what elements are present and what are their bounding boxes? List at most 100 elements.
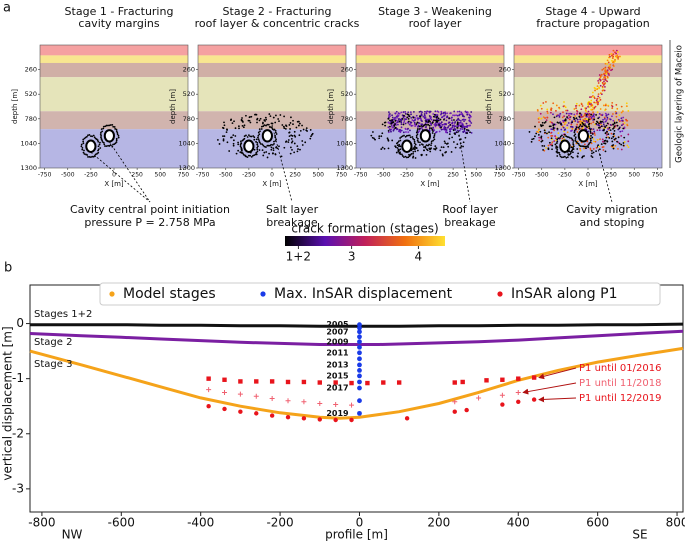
crack-point bbox=[450, 151, 453, 153]
crack-point bbox=[271, 152, 274, 155]
crack-point bbox=[580, 103, 583, 106]
crack-point bbox=[577, 152, 580, 155]
crack-point bbox=[453, 125, 456, 128]
crack-point bbox=[418, 115, 421, 118]
crack-point bbox=[274, 129, 277, 132]
crack-point bbox=[598, 122, 600, 125]
crack-point bbox=[402, 116, 405, 119]
x-tick-label: -500 bbox=[219, 172, 233, 179]
crack-point bbox=[589, 132, 592, 134]
x-end-label: SE bbox=[632, 528, 647, 542]
crack-point bbox=[104, 145, 106, 147]
crack-point bbox=[571, 129, 573, 132]
crack-point bbox=[242, 126, 245, 129]
x-tick-label: 250 bbox=[289, 172, 301, 179]
crack-point bbox=[566, 131, 569, 134]
crack-point bbox=[453, 124, 456, 127]
crack-point bbox=[605, 72, 608, 75]
crack-point bbox=[298, 134, 301, 137]
crack-point bbox=[112, 143, 114, 146]
crack-point bbox=[443, 140, 446, 143]
crack-point bbox=[462, 131, 465, 133]
insar-max-point bbox=[357, 410, 362, 416]
crack-point bbox=[581, 125, 584, 128]
crack-point bbox=[293, 130, 296, 133]
crack-point bbox=[596, 88, 599, 90]
crack-point bbox=[399, 119, 402, 121]
crack-point bbox=[615, 55, 617, 58]
crack-point bbox=[611, 140, 614, 143]
y-axis-label: depth [m] bbox=[169, 89, 177, 124]
p1-point bbox=[349, 417, 354, 423]
crack-point bbox=[606, 80, 609, 83]
crack-point bbox=[459, 121, 462, 124]
crack-point bbox=[602, 67, 605, 70]
crack-point bbox=[602, 78, 604, 81]
crack-point bbox=[458, 110, 461, 113]
p1-point bbox=[500, 377, 505, 382]
crack-point bbox=[559, 135, 562, 138]
crack-point bbox=[569, 112, 572, 115]
crack-point bbox=[389, 119, 391, 122]
crack-point bbox=[612, 127, 615, 129]
crack-point bbox=[462, 125, 465, 128]
crack-point bbox=[100, 134, 102, 137]
crack-point bbox=[240, 148, 243, 151]
crack-point bbox=[563, 105, 566, 107]
y-tick-label: 520 bbox=[25, 90, 37, 98]
crack-point bbox=[618, 142, 621, 145]
crack-point bbox=[403, 156, 405, 159]
crack-point bbox=[102, 125, 105, 128]
crack-point bbox=[599, 74, 602, 77]
crack-point bbox=[597, 79, 600, 82]
p1-point bbox=[206, 404, 211, 409]
x-tick-label: 500 bbox=[629, 172, 641, 179]
crack-point bbox=[604, 132, 607, 135]
crack-point bbox=[234, 135, 237, 137]
crack-point bbox=[556, 151, 559, 154]
y-tick-label: 1040 bbox=[494, 139, 511, 147]
crack-point bbox=[271, 144, 274, 146]
crack-point bbox=[464, 110, 467, 113]
layer bbox=[40, 45, 188, 56]
crack-point bbox=[421, 111, 423, 114]
crack-point bbox=[598, 148, 601, 151]
crack-point bbox=[409, 136, 412, 139]
crack-point bbox=[547, 136, 550, 139]
y-tick-label: 1040 bbox=[336, 139, 353, 147]
crack-point bbox=[570, 137, 573, 140]
crack-point bbox=[566, 116, 568, 118]
crack-point bbox=[555, 145, 558, 148]
crack-point bbox=[445, 151, 447, 153]
crack-point bbox=[555, 147, 557, 149]
crack-point bbox=[460, 113, 463, 116]
p1-point bbox=[238, 409, 243, 414]
x-tick-label: 0 bbox=[270, 172, 274, 179]
p1-point bbox=[499, 392, 505, 398]
panel-label: b bbox=[4, 261, 12, 276]
crack-point bbox=[604, 66, 607, 69]
crack-point bbox=[615, 112, 618, 115]
crack-point bbox=[550, 131, 553, 134]
crack-point bbox=[598, 100, 600, 103]
crack-point bbox=[559, 112, 562, 115]
crack-point bbox=[550, 143, 553, 146]
crack-point bbox=[436, 115, 439, 118]
crack-point bbox=[298, 122, 301, 125]
crack-point bbox=[530, 140, 533, 143]
crack-point bbox=[99, 141, 101, 144]
crack-point bbox=[428, 114, 431, 117]
model-line bbox=[29, 329, 684, 346]
crack-point bbox=[451, 136, 454, 139]
p1-point bbox=[516, 376, 521, 381]
crack-point bbox=[411, 124, 414, 127]
crack-point bbox=[557, 114, 559, 117]
crack-point bbox=[589, 147, 592, 150]
crack-point bbox=[611, 115, 613, 118]
crack-point bbox=[546, 108, 549, 111]
crack-point bbox=[387, 117, 390, 120]
crack-point bbox=[612, 119, 615, 122]
crack-point bbox=[589, 103, 591, 105]
crack-point bbox=[622, 123, 625, 126]
crack-point bbox=[415, 123, 418, 125]
